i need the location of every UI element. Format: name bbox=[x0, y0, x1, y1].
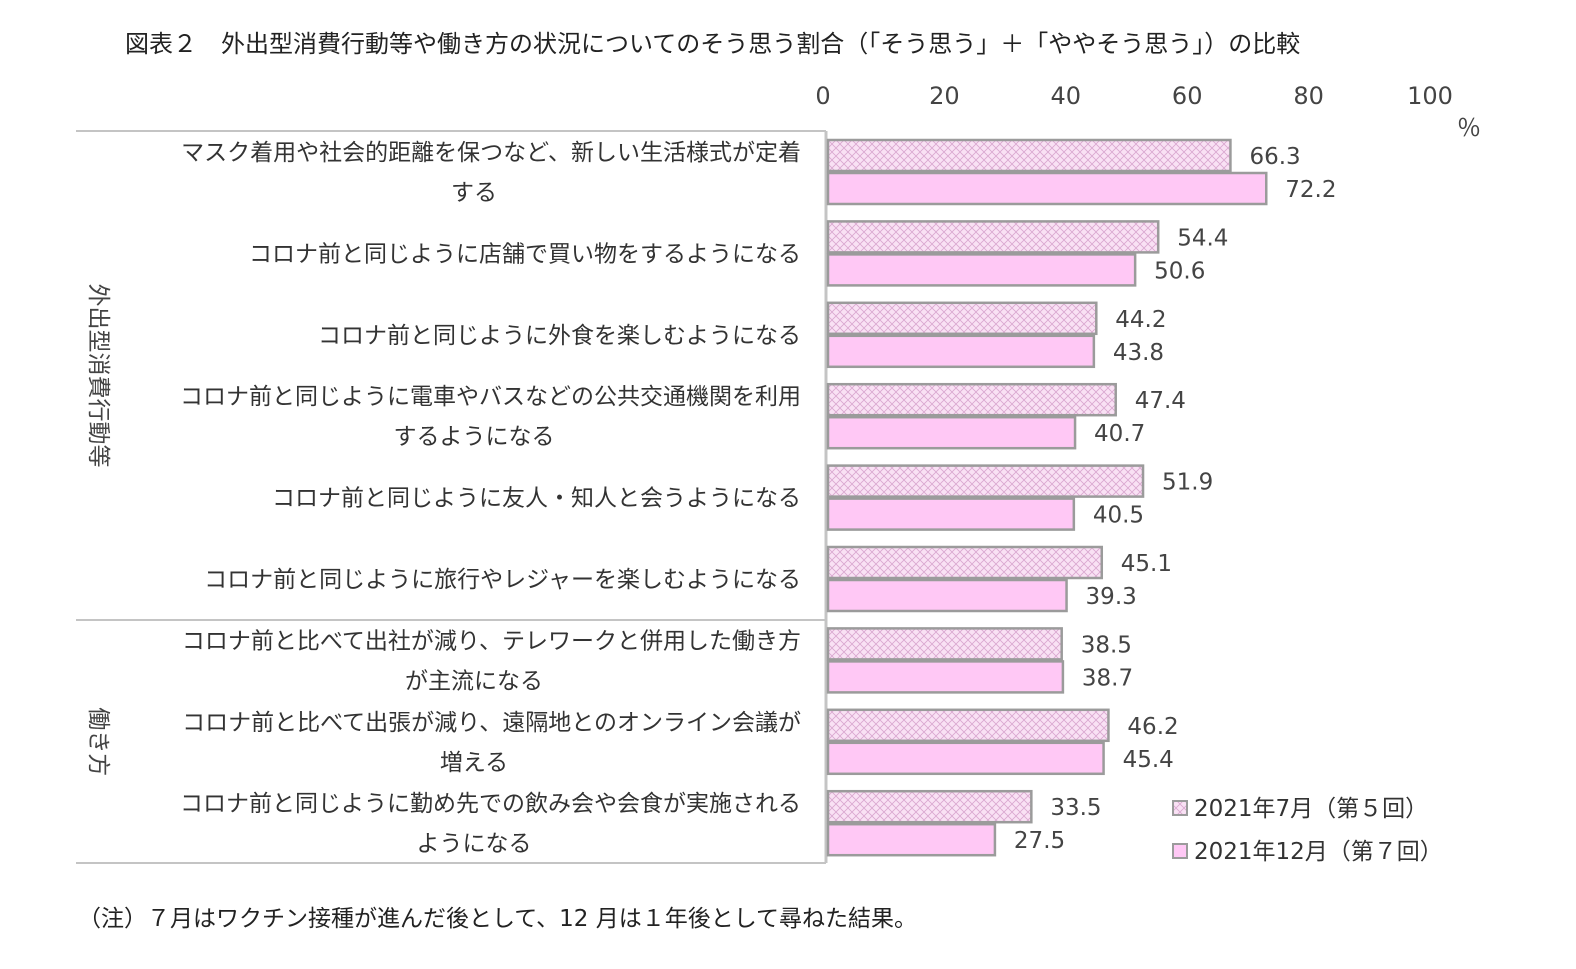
data-label: 44.2 bbox=[1115, 307, 1166, 333]
bar-series-1 bbox=[826, 627, 1063, 661]
data-label: 33.5 bbox=[1050, 795, 1101, 821]
x-tick-label: 20 bbox=[929, 82, 960, 110]
data-label: 47.4 bbox=[1135, 388, 1186, 414]
data-label: 66.3 bbox=[1249, 144, 1300, 170]
bar-series-2 bbox=[826, 171, 1268, 206]
category-label: コロナ前と同じように店舗で買い物をするようになる bbox=[249, 241, 801, 267]
group-label: 外出型消費行動等 bbox=[85, 284, 111, 468]
category-label: コロナ前と同じように電車やバスなどの公共交通機関を利用 bbox=[180, 384, 801, 410]
data-label: 40.7 bbox=[1094, 421, 1145, 447]
bar-series-1 bbox=[826, 301, 1098, 336]
legend-swatch-series-1 bbox=[1172, 800, 1188, 816]
category-label: コロナ前と比べて出張が減り、遠隔地とのオンライン会議が bbox=[182, 710, 801, 736]
category-label: コロナ前と同じように外食を楽しむようになる bbox=[318, 323, 801, 349]
bar-series-1 bbox=[826, 789, 1033, 824]
bar-series-2 bbox=[826, 497, 1076, 531]
bar-series-2 bbox=[826, 822, 997, 857]
data-label: 43.8 bbox=[1113, 340, 1164, 366]
legend: 2021年7月（第５回） 2021年12月（第７回） bbox=[1172, 796, 1443, 865]
x-axis-ticks: 0 20 40 60 80 100 bbox=[815, 82, 1453, 110]
category-frame bbox=[76, 130, 828, 864]
data-label: 38.5 bbox=[1081, 632, 1132, 658]
category-label: コロナ前と同じように旅行やレジャーを楽しむようになる bbox=[204, 567, 801, 593]
bar-series-1 bbox=[826, 382, 1117, 417]
data-label: 27.5 bbox=[1014, 828, 1065, 854]
bar-series-1 bbox=[826, 708, 1110, 743]
x-tick-label: 60 bbox=[1172, 82, 1203, 110]
data-label: 50.6 bbox=[1154, 258, 1205, 284]
bar-series-1 bbox=[826, 138, 1232, 173]
data-label: 72.2 bbox=[1285, 177, 1336, 203]
category-label: する bbox=[451, 180, 497, 206]
data-label: 39.3 bbox=[1086, 584, 1137, 610]
bar-series-2 bbox=[826, 334, 1096, 369]
category-label: するようになる bbox=[394, 424, 555, 450]
bar-series-1 bbox=[826, 464, 1145, 498]
x-tick-label: 0 bbox=[815, 82, 830, 110]
data-label: 40.5 bbox=[1093, 503, 1144, 529]
data-label: 46.2 bbox=[1127, 714, 1178, 740]
category-label: マスク着用や社会的距離を保つなど、新しい生活様式が定着 bbox=[181, 140, 801, 166]
bars bbox=[826, 138, 1268, 857]
category-labels: マスク着用や社会的距離を保つなど、新しい生活様式が定着するコロナ前と同じように店… bbox=[180, 140, 801, 857]
bar-series-2 bbox=[826, 660, 1065, 694]
bar-series-2 bbox=[826, 415, 1077, 450]
bar-series-2 bbox=[826, 253, 1137, 287]
legend-label-series-1: 2021年7月（第５回） bbox=[1194, 796, 1428, 822]
unit-label: ％ bbox=[1457, 114, 1481, 142]
data-label: 45.1 bbox=[1121, 551, 1172, 577]
data-label: 45.4 bbox=[1123, 747, 1174, 773]
bar-series-2 bbox=[826, 578, 1068, 613]
bar-series-1 bbox=[826, 545, 1104, 580]
data-label: 38.7 bbox=[1082, 665, 1133, 691]
legend-label-series-2: 2021年12月（第７回） bbox=[1194, 839, 1443, 865]
data-label: 54.4 bbox=[1177, 225, 1228, 251]
x-tick-label: 80 bbox=[1293, 82, 1324, 110]
category-label: が主流になる bbox=[405, 668, 543, 694]
bar-series-1 bbox=[826, 220, 1160, 254]
value-labels: 66.3 54.4 44.2 47.4 51.9 45.1 38.5 46.2 33.5 72.2… bbox=[1014, 144, 1337, 854]
category-label: ようになる bbox=[417, 831, 532, 857]
legend-swatch-series-2 bbox=[1172, 843, 1188, 859]
footnote: （注）７月はワクチン接種が進んだ後として、12 月は１年後として尋ねた結果。 bbox=[78, 906, 917, 932]
bar-series-2 bbox=[826, 741, 1105, 776]
x-tick-label: 100 bbox=[1407, 82, 1453, 110]
category-label: コロナ前と同じように勤め先での飲み会や会食が実施される bbox=[180, 791, 801, 817]
category-label: 増える bbox=[440, 750, 508, 776]
chart-title: 図表２ 外出型消費行動等や働き方の状況についてのそう思う割合（「そう思う」＋「や… bbox=[125, 30, 1300, 58]
category-label: コロナ前と比べて出社が減り、テレワークと併用した働き方 bbox=[182, 628, 801, 654]
data-label: 51.9 bbox=[1162, 470, 1213, 496]
category-label: コロナ前と同じように友人・知人と会うようになる bbox=[272, 486, 801, 512]
group-label: 働き方 bbox=[85, 707, 111, 776]
x-tick-label: 40 bbox=[1051, 82, 1082, 110]
